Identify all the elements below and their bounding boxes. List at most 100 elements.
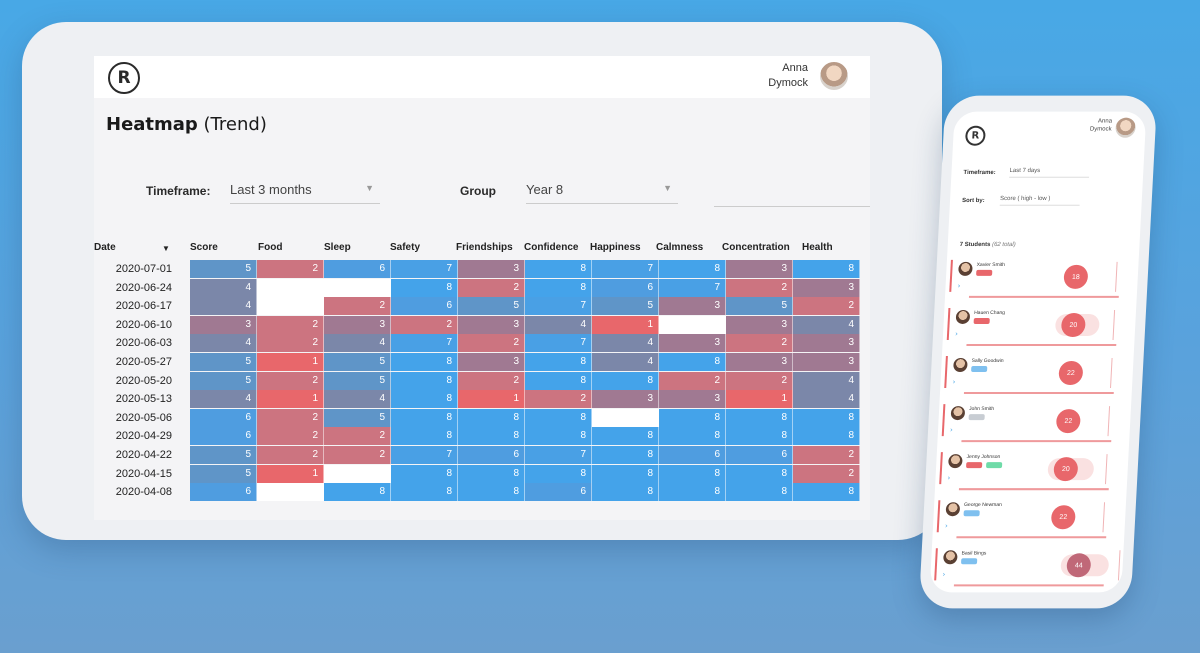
heatmap-cell[interactable]: 2 [659, 371, 726, 390]
heatmap-cell[interactable]: 6 [525, 483, 592, 502]
heatmap-cell[interactable]: 2 [793, 464, 860, 483]
heatmap-cell[interactable]: 8 [659, 353, 726, 371]
timeframe-select[interactable]: Last 7 days [1009, 167, 1090, 178]
column-header-calmness[interactable]: Calmness [656, 242, 704, 253]
heatmap-cell[interactable]: 3 [793, 278, 860, 297]
heatmap-cell[interactable]: 5 [190, 260, 257, 278]
heatmap-cell[interactable]: 1 [592, 315, 659, 334]
heatmap-cell[interactable]: 7 [525, 446, 592, 464]
column-header-safety[interactable]: Safety [390, 242, 421, 253]
heatmap-cell[interactable]: 8 [592, 427, 659, 446]
heatmap-cell[interactable]: 8 [391, 278, 458, 297]
heatmap-cell[interactable]: 2 [458, 371, 525, 390]
student-list-item[interactable]: Xavier Smith › 18 [945, 252, 1139, 300]
heatmap-cell[interactable]: 8 [525, 278, 592, 297]
heatmap-cell[interactable]: 5 [190, 464, 257, 483]
user-name[interactable]: Anna Dymock [1090, 118, 1112, 134]
heatmap-cell[interactable]: 8 [525, 464, 592, 483]
heatmap-cell[interactable]: 8 [726, 464, 793, 483]
heatmap-cell[interactable]: 8 [726, 408, 793, 427]
chevron-right-icon[interactable]: › [954, 329, 959, 338]
heatmap-cell[interactable]: 1 [257, 353, 324, 371]
heatmap-cell[interactable]: 8 [391, 483, 458, 502]
heatmap-cell[interactable]: 6 [659, 446, 726, 464]
student-list-item[interactable]: Basil Bings › 44 [930, 540, 1124, 588]
heatmap-cell[interactable]: 0 [257, 297, 324, 316]
heatmap-cell[interactable]: 7 [525, 297, 592, 316]
heatmap-cell[interactable]: 2 [324, 446, 391, 464]
column-header-food[interactable]: Food [258, 242, 283, 253]
heatmap-cell[interactable]: 3 [726, 315, 793, 334]
heatmap-cell[interactable]: 8 [324, 483, 391, 502]
heatmap-cell[interactable]: 3 [324, 315, 391, 334]
heatmap-cell[interactable]: 3 [458, 353, 525, 371]
heatmap-cell[interactable]: 7 [391, 260, 458, 278]
sort-desc-icon[interactable]: ▼ [162, 244, 170, 253]
heatmap-cell[interactable]: 5 [324, 353, 391, 371]
heatmap-cell[interactable]: 2 [391, 315, 458, 334]
heatmap-cell[interactable]: 7 [391, 334, 458, 353]
heatmap-cell[interactable]: 2 [257, 408, 324, 427]
heatmap-cell[interactable]: 5 [190, 371, 257, 390]
heatmap-cell[interactable]: 2 [726, 334, 793, 353]
heatmap-cell[interactable]: 6 [324, 260, 391, 278]
heatmap-cell[interactable]: 8 [793, 427, 860, 446]
column-header-friendships[interactable]: Friendships [456, 242, 513, 253]
heatmap-cell[interactable]: 6 [190, 427, 257, 446]
heatmap-cell[interactable]: 8 [726, 427, 793, 446]
heatmap-cell[interactable]: 1 [726, 390, 793, 409]
heatmap-cell[interactable]: 4 [324, 334, 391, 353]
column-header-score[interactable]: Score [190, 242, 218, 253]
heatmap-cell[interactable]: 8 [391, 464, 458, 483]
heatmap-cell[interactable]: 8 [391, 353, 458, 371]
column-header-health[interactable]: Health [802, 242, 833, 253]
heatmap-cell[interactable]: 3 [458, 315, 525, 334]
heatmap-cell[interactable]: 2 [458, 334, 525, 353]
heatmap-cell[interactable]: 3 [793, 353, 860, 371]
heatmap-cell[interactable]: 3 [190, 315, 257, 334]
heatmap-cell[interactable]: 3 [793, 334, 860, 353]
heatmap-cell[interactable]: 4 [190, 334, 257, 353]
heatmap-cell[interactable]: 6 [458, 446, 525, 464]
heatmap-cell[interactable]: 4 [525, 315, 592, 334]
heatmap-cell[interactable]: 7 [525, 334, 592, 353]
heatmap-cell[interactable]: 8 [592, 446, 659, 464]
student-list-item[interactable]: Jenny Johnson › 20 [935, 444, 1129, 492]
heatmap-cell[interactable]: 5 [726, 297, 793, 316]
heatmap-cell[interactable]: 6 [190, 483, 257, 502]
heatmap-cell[interactable]: 8 [458, 408, 525, 427]
avatar[interactable] [1115, 117, 1137, 138]
heatmap-cell[interactable]: 8 [659, 408, 726, 427]
heatmap-cell[interactable]: 3 [726, 260, 793, 278]
heatmap-cell[interactable]: 5 [324, 408, 391, 427]
heatmap-cell[interactable]: 2 [257, 427, 324, 446]
heatmap-cell[interactable]: 3 [458, 260, 525, 278]
chevron-right-icon[interactable]: › [957, 281, 961, 290]
sort-select[interactable]: Score ( high - low ) [999, 195, 1081, 206]
column-header-date[interactable]: Date [94, 242, 116, 253]
heatmap-cell[interactable]: 8 [793, 260, 860, 278]
heatmap-cell[interactable]: 4 [190, 297, 257, 316]
heatmap-cell[interactable]: 0 [659, 315, 726, 334]
heatmap-cell[interactable]: 4 [592, 353, 659, 371]
group-select[interactable]: Year 8 ▼ [526, 182, 678, 204]
column-header-sleep[interactable]: Sleep [324, 242, 351, 253]
heatmap-cell[interactable]: 8 [659, 464, 726, 483]
heatmap-cell[interactable]: 8 [391, 390, 458, 409]
heatmap-cell[interactable]: 8 [659, 260, 726, 278]
heatmap-cell[interactable]: 4 [793, 371, 860, 390]
student-list-item[interactable]: George Newman › 22 [932, 492, 1126, 540]
heatmap-cell[interactable]: 1 [458, 390, 525, 409]
heatmap-cell[interactable]: 4 [190, 390, 257, 409]
heatmap-cell[interactable]: 6 [726, 446, 793, 464]
heatmap-cell[interactable]: 2 [324, 427, 391, 446]
extra-filter-select[interactable] [714, 206, 870, 207]
student-list-item[interactable]: John Smith › 22 [937, 396, 1131, 444]
heatmap-cell[interactable]: 5 [592, 297, 659, 316]
heatmap-cell[interactable]: 2 [726, 371, 793, 390]
heatmap-cell[interactable]: 5 [458, 297, 525, 316]
heatmap-cell[interactable]: 4 [592, 334, 659, 353]
heatmap-cell[interactable]: 2 [726, 278, 793, 297]
column-header-concentration[interactable]: Concentration [722, 242, 790, 253]
heatmap-cell[interactable]: 8 [793, 483, 860, 502]
